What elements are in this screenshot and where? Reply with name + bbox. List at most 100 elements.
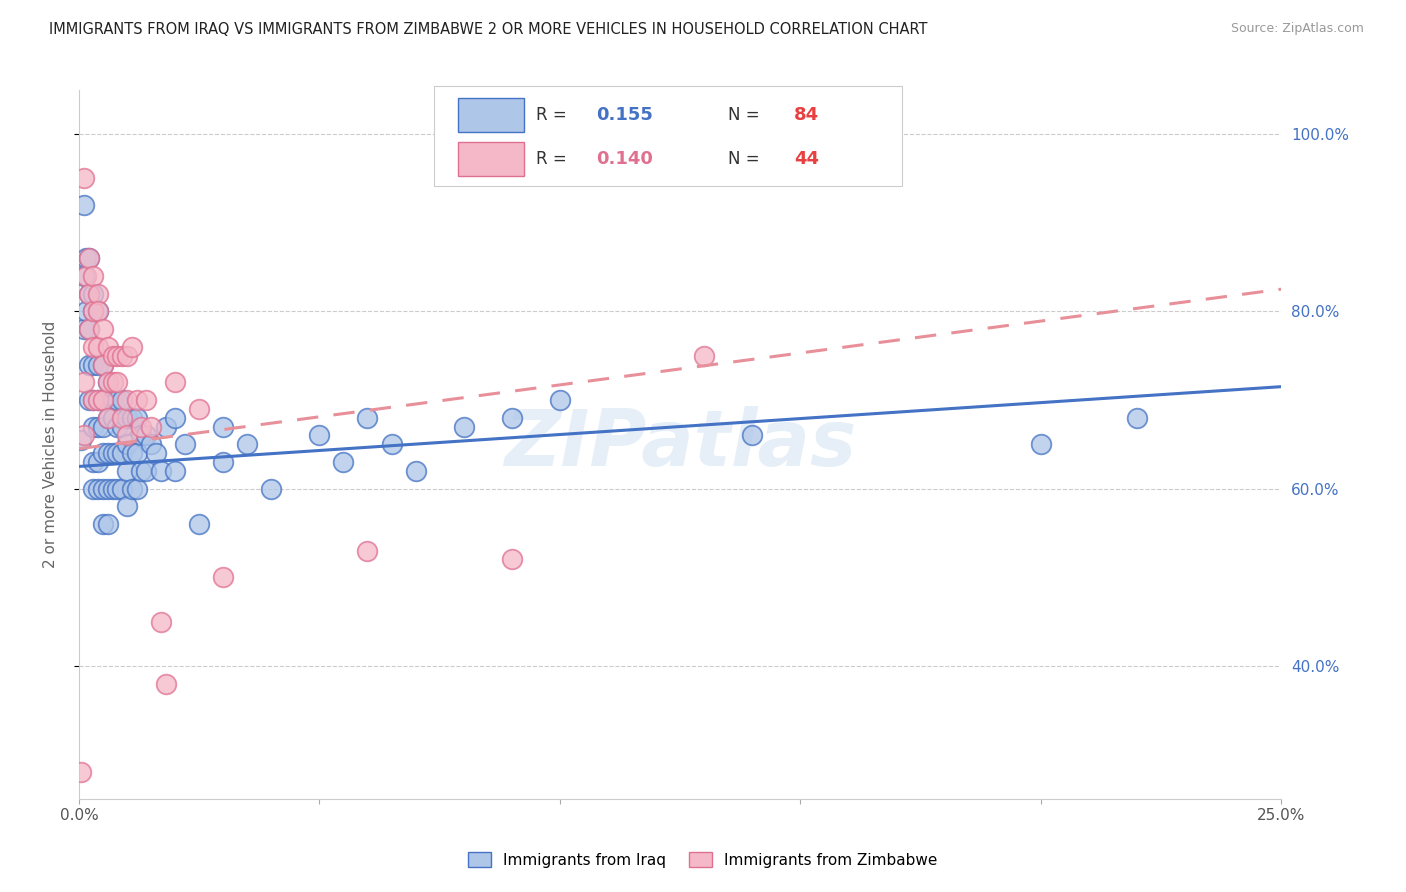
Point bbox=[165, 376, 187, 390]
FancyBboxPatch shape bbox=[433, 87, 903, 186]
Text: 0.140: 0.140 bbox=[596, 150, 652, 168]
Point bbox=[115, 349, 138, 363]
Point bbox=[1126, 410, 1149, 425]
Text: R =: R = bbox=[536, 106, 572, 124]
Point bbox=[501, 410, 523, 425]
Point bbox=[121, 482, 143, 496]
Point bbox=[77, 358, 100, 372]
Point bbox=[121, 446, 143, 460]
Point bbox=[75, 251, 97, 265]
Point bbox=[121, 410, 143, 425]
Point bbox=[131, 464, 153, 478]
Point bbox=[82, 455, 104, 469]
Point bbox=[87, 340, 110, 354]
Point bbox=[236, 437, 259, 451]
Point bbox=[87, 455, 110, 469]
Point bbox=[75, 304, 97, 318]
Point bbox=[741, 428, 763, 442]
Point bbox=[145, 446, 167, 460]
Point bbox=[87, 304, 110, 318]
Point bbox=[82, 268, 104, 283]
Point bbox=[405, 464, 427, 478]
Point bbox=[125, 392, 148, 407]
Text: ZIPatlas: ZIPatlas bbox=[503, 406, 856, 483]
Point bbox=[82, 482, 104, 496]
Point bbox=[91, 392, 114, 407]
Text: R =: R = bbox=[536, 150, 572, 168]
Point bbox=[356, 543, 378, 558]
Point bbox=[107, 349, 129, 363]
Point bbox=[87, 392, 110, 407]
Point bbox=[101, 349, 124, 363]
Point bbox=[188, 401, 211, 416]
Point bbox=[101, 410, 124, 425]
Point bbox=[115, 392, 138, 407]
Point bbox=[87, 286, 110, 301]
Point bbox=[308, 428, 330, 442]
Point bbox=[111, 410, 134, 425]
Point bbox=[115, 410, 138, 425]
Point bbox=[125, 446, 148, 460]
Point bbox=[1029, 437, 1052, 451]
Point bbox=[111, 392, 134, 407]
Point bbox=[111, 446, 134, 460]
Point bbox=[115, 437, 138, 451]
Point bbox=[115, 428, 138, 442]
Point bbox=[188, 516, 211, 531]
Point bbox=[77, 392, 100, 407]
Point bbox=[73, 322, 96, 336]
Point bbox=[77, 322, 100, 336]
Point bbox=[97, 376, 120, 390]
Point bbox=[73, 268, 96, 283]
Point bbox=[77, 286, 100, 301]
Point bbox=[73, 428, 96, 442]
Point bbox=[135, 428, 157, 442]
Point bbox=[97, 482, 120, 496]
Point bbox=[87, 392, 110, 407]
Point bbox=[149, 615, 172, 629]
Point bbox=[107, 419, 129, 434]
Point bbox=[87, 358, 110, 372]
Point bbox=[155, 676, 177, 690]
Point bbox=[97, 410, 120, 425]
Point bbox=[77, 251, 100, 265]
Point bbox=[149, 464, 172, 478]
Point bbox=[75, 268, 97, 283]
Point bbox=[260, 482, 283, 496]
Point bbox=[111, 349, 134, 363]
Point bbox=[135, 464, 157, 478]
Point bbox=[70, 765, 93, 780]
Legend: Immigrants from Iraq, Immigrants from Zimbabwe: Immigrants from Iraq, Immigrants from Zi… bbox=[463, 846, 943, 873]
Point bbox=[131, 428, 153, 442]
Point bbox=[91, 358, 114, 372]
Point bbox=[87, 482, 110, 496]
Point bbox=[121, 340, 143, 354]
Point bbox=[125, 482, 148, 496]
Point bbox=[73, 198, 96, 212]
Point bbox=[111, 482, 134, 496]
Point bbox=[91, 482, 114, 496]
Text: 84: 84 bbox=[794, 106, 820, 124]
Point bbox=[139, 419, 162, 434]
Bar bbox=[457, 142, 524, 176]
Point bbox=[107, 392, 129, 407]
Point bbox=[380, 437, 402, 451]
Point bbox=[97, 516, 120, 531]
Point bbox=[91, 322, 114, 336]
Point bbox=[212, 455, 235, 469]
Point bbox=[82, 340, 104, 354]
Point bbox=[107, 376, 129, 390]
Point bbox=[165, 464, 187, 478]
Point bbox=[82, 304, 104, 318]
Point bbox=[548, 392, 571, 407]
Point bbox=[453, 419, 475, 434]
Text: 0.155: 0.155 bbox=[596, 106, 652, 124]
Bar bbox=[457, 98, 524, 132]
Point bbox=[101, 392, 124, 407]
Text: 44: 44 bbox=[794, 150, 820, 168]
Point bbox=[73, 171, 96, 186]
Point bbox=[82, 304, 104, 318]
Text: IMMIGRANTS FROM IRAQ VS IMMIGRANTS FROM ZIMBABWE 2 OR MORE VEHICLES IN HOUSEHOLD: IMMIGRANTS FROM IRAQ VS IMMIGRANTS FROM … bbox=[49, 22, 928, 37]
Point bbox=[101, 446, 124, 460]
Point bbox=[107, 446, 129, 460]
